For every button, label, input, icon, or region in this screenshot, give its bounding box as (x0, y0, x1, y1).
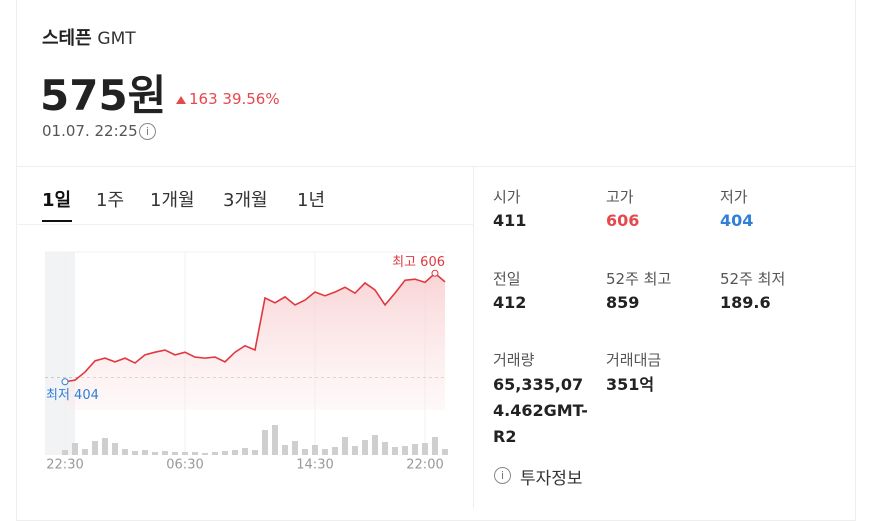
up-icon (176, 96, 186, 104)
low-marker (61, 378, 69, 386)
volume-bar (412, 444, 418, 455)
stat-label: 거래량 (493, 351, 535, 369)
volume-bar (152, 452, 158, 455)
volume-bar (392, 447, 398, 455)
volume-bar (332, 447, 338, 455)
volume-bar (182, 452, 188, 455)
stat-value: 351억 (606, 375, 655, 394)
stat-value: 65,335,074.462GMT-R2 (493, 375, 588, 446)
volume-bar (252, 450, 258, 455)
volume-bar (282, 445, 288, 455)
symbol: GMT (97, 29, 136, 49)
volume-bar (112, 443, 118, 455)
info-link[interactable]: 투자정보 (520, 469, 583, 489)
time: 01.07. 22:25 (42, 122, 138, 140)
price-area (65, 273, 445, 410)
info-icon[interactable]: i (494, 467, 511, 484)
volume-bar (242, 448, 248, 455)
volume-bar (342, 437, 348, 455)
stat-value: 606 (606, 211, 640, 230)
volume-bar (432, 437, 438, 455)
stat-value: 859 (606, 293, 640, 312)
stat-value: 412 (493, 293, 527, 312)
volume-bar (102, 438, 108, 455)
volume-bar (292, 441, 298, 455)
volume-bar (382, 442, 388, 455)
info-icon[interactable]: i (139, 123, 156, 140)
title: 스테픈 GMT (42, 24, 136, 50)
volume-bar (232, 450, 238, 455)
volume-bar (92, 441, 98, 455)
tab-underline (42, 220, 72, 222)
tab[interactable]: 3개월 (223, 190, 268, 211)
price: 575원 (40, 71, 167, 120)
volume-bar (422, 443, 428, 455)
page: 스테픈 GMT 575원 163 39.56% 01.07. 22:25 i 1… (16, 0, 856, 521)
volume-bar (162, 451, 168, 455)
volume-bar (362, 440, 368, 455)
low-label: 최저 404 (46, 388, 99, 403)
price-line (64, 272, 446, 383)
volume-bar (122, 449, 128, 455)
stat-value: 404 (720, 211, 754, 230)
tab[interactable]: 1주 (96, 190, 125, 211)
volume-bar (142, 450, 148, 455)
volume-bar (272, 425, 278, 455)
high-label: 최고 606 (392, 255, 445, 270)
volume-bar (322, 449, 328, 455)
name: 스테픈 (42, 28, 92, 49)
volume-bar (262, 430, 268, 455)
volume-bar (222, 451, 228, 455)
x-tick-label: 22:30 (46, 458, 83, 473)
volume-bar (192, 452, 198, 455)
volume-bar (82, 449, 88, 455)
volume-bar (312, 445, 318, 455)
volume-bar (62, 450, 68, 455)
tab[interactable]: 1년 (297, 190, 326, 211)
stat-label: 저가 (720, 188, 748, 206)
stat-label: 전일 (493, 270, 521, 288)
x-tick-label: 06:30 (166, 458, 203, 473)
stat-value: 189.6 (720, 293, 771, 312)
stat-label: 거래대금 (606, 351, 662, 369)
high-marker (431, 269, 439, 277)
tab[interactable]: 1개월 (150, 190, 195, 211)
x-tick-label: 14:30 (296, 458, 333, 473)
volume-bar (372, 435, 378, 455)
stat-label: 52주 최고 (606, 270, 672, 288)
stat-label: 시가 (493, 188, 521, 206)
stat-label: 52주 최저 (720, 270, 786, 288)
tab[interactable]: 1일 (42, 190, 72, 211)
x-tick-label: 22:00 (406, 458, 443, 473)
divider (473, 166, 474, 508)
volume-bar (302, 449, 308, 455)
volume-bar (352, 446, 358, 455)
volume-bar (442, 449, 448, 455)
volume-bar (212, 452, 218, 455)
volume-bar (72, 443, 78, 455)
pre-market-shade (45, 252, 75, 455)
divider (16, 166, 855, 167)
change: 163 39.56% (189, 90, 280, 108)
volume-bar (132, 451, 138, 455)
chart: 22:30 06:30 14:30 22:00 최고 606 최저 404 (45, 251, 448, 473)
volume-bar (402, 446, 408, 455)
stat-label: 고가 (606, 188, 634, 206)
stat-value: 411 (493, 211, 527, 230)
volume-bar (202, 453, 208, 455)
divider (16, 224, 473, 225)
volume-bar (172, 452, 178, 455)
